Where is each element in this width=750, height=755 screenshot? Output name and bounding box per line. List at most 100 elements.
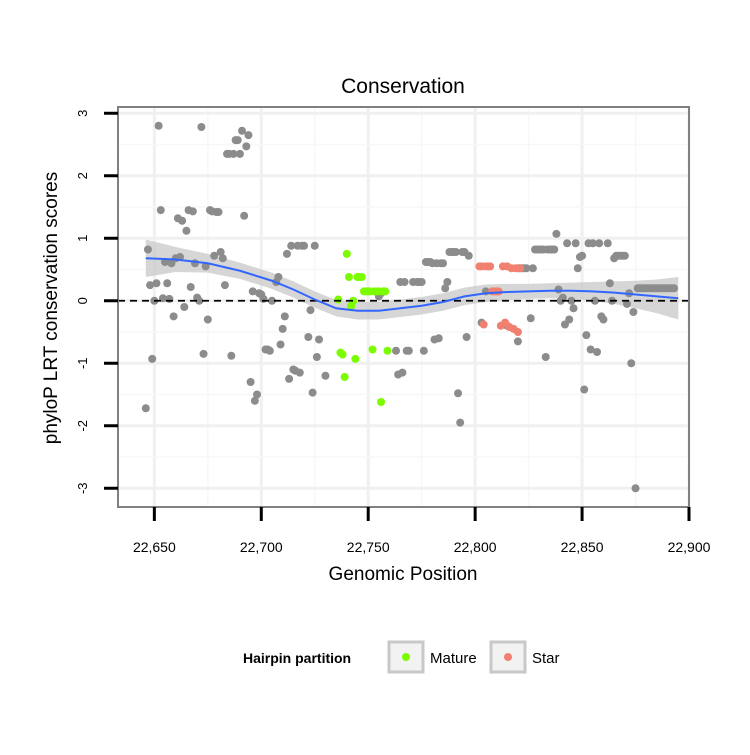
data-point-other xyxy=(250,396,259,405)
data-point-other xyxy=(464,251,473,260)
data-point-other xyxy=(605,279,614,288)
data-point-other xyxy=(404,346,413,355)
x-tick-label: 22,800 xyxy=(454,539,497,555)
data-point-other xyxy=(417,278,426,286)
data-point-other xyxy=(188,207,197,216)
data-point-other xyxy=(154,121,163,130)
data-point-other xyxy=(280,312,289,321)
data-point-other xyxy=(180,303,189,311)
data-point-other xyxy=(152,279,161,288)
data-point-other xyxy=(456,418,465,427)
data-point-other xyxy=(242,142,251,151)
data-point-other xyxy=(419,346,428,355)
data-point-other xyxy=(274,273,283,281)
data-point-other xyxy=(580,385,589,394)
data-point-other xyxy=(528,264,537,273)
data-point-other xyxy=(265,346,274,355)
data-point-star xyxy=(516,264,525,273)
data-point-other xyxy=(571,239,580,248)
data-point-other xyxy=(165,294,174,303)
data-point-other xyxy=(227,351,236,360)
data-point-other xyxy=(398,368,407,377)
data-point-other xyxy=(443,278,452,286)
data-point-other xyxy=(240,211,249,220)
data-point-other xyxy=(541,353,550,361)
data-point-other xyxy=(246,378,255,386)
data-point-other xyxy=(203,315,212,324)
data-point-other xyxy=(163,279,172,288)
data-point-other xyxy=(622,299,631,308)
data-point-other xyxy=(590,296,599,305)
plot-area: 22,650 22,700 22,750 22,800 22,850 22,900 3 2 1 0… xyxy=(75,106,711,555)
data-point-other xyxy=(156,206,165,215)
y-tick-label: -2 xyxy=(75,420,90,432)
data-point-mature xyxy=(340,373,349,381)
data-point-star xyxy=(479,320,488,329)
data-point-other xyxy=(567,296,576,305)
data-point-other xyxy=(451,248,460,256)
confidence-ribbon xyxy=(145,239,679,320)
smooth-trend-line xyxy=(145,257,679,312)
data-point-other xyxy=(569,304,578,313)
data-point-other xyxy=(593,348,602,356)
plot-border xyxy=(117,106,690,508)
data-point-other xyxy=(169,312,178,321)
data-point-other xyxy=(186,283,195,291)
data-point-other xyxy=(434,334,443,343)
y-tick-label: 0 xyxy=(75,297,90,304)
data-point-other xyxy=(148,354,157,363)
data-point-other xyxy=(526,314,535,323)
data-point-mature xyxy=(342,249,351,258)
legend-key-star xyxy=(504,653,512,661)
data-point-mature xyxy=(344,273,353,281)
data-point-other xyxy=(259,294,268,303)
data-point-other xyxy=(631,484,640,493)
data-point-other xyxy=(304,333,313,341)
x-tick-label: 22,900 xyxy=(668,539,711,555)
data-point-other xyxy=(558,293,567,302)
data-point-other xyxy=(278,324,287,333)
data-point-other xyxy=(182,226,191,235)
data-point-other xyxy=(310,241,319,250)
data-point-other xyxy=(312,353,321,361)
data-point-other xyxy=(513,337,522,346)
y-tick-label: 2 xyxy=(75,172,90,179)
data-point-mature xyxy=(357,273,366,281)
data-point-other xyxy=(306,306,315,315)
data-point-other xyxy=(573,264,582,273)
data-point-other xyxy=(197,123,206,131)
data-point-other xyxy=(220,281,229,290)
data-point-other xyxy=(195,296,204,305)
y-axis-label: phyloP LRT conservation scores xyxy=(41,172,62,445)
data-point-other xyxy=(454,389,463,398)
data-point-other xyxy=(233,136,242,145)
data-point-other xyxy=(300,241,309,250)
data-point-star xyxy=(486,262,495,271)
data-point-other xyxy=(586,345,595,354)
data-point-other xyxy=(441,284,450,293)
data-point-other xyxy=(276,340,285,349)
data-point-other xyxy=(439,259,448,268)
data-point-other xyxy=(400,278,409,286)
data-point-other xyxy=(199,349,208,358)
data-point-other xyxy=(392,346,401,355)
x-tick-label: 22,700 xyxy=(240,539,283,555)
data-point-other xyxy=(235,149,244,158)
x-tick-label: 22,650 xyxy=(133,539,176,555)
data-point-other xyxy=(552,229,561,238)
data-point-other xyxy=(216,248,225,256)
data-point-other xyxy=(178,216,187,225)
legend-title: Hairpin partition xyxy=(243,650,351,666)
y-tick-label: -1 xyxy=(75,357,90,369)
data-point-other xyxy=(210,251,219,260)
data-point-other xyxy=(214,208,223,216)
data-point-mature xyxy=(334,295,343,304)
x-tick-label: 22,750 xyxy=(347,539,390,555)
data-point-other xyxy=(143,245,152,254)
legend: Hairpin partition Mature Star xyxy=(243,640,560,674)
data-point-other xyxy=(267,296,276,305)
data-point-other xyxy=(238,126,247,135)
data-point-other xyxy=(554,285,563,294)
data-point-other xyxy=(550,245,559,254)
